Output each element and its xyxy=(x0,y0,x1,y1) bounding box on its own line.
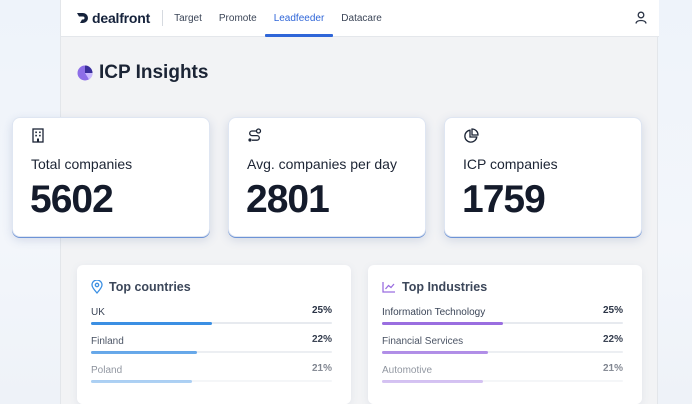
building-icon xyxy=(31,128,45,148)
list-item: UK 25% xyxy=(91,305,332,331)
progress-track xyxy=(91,379,332,383)
industry-name: Financial Services xyxy=(382,336,464,347)
industry-name: Information Technology xyxy=(382,307,486,318)
list-item: Poland 21% xyxy=(91,363,332,389)
industry-pct: 25% xyxy=(602,305,623,316)
top-countries-panel: Top countries UK 25% Finland 22% Poland … xyxy=(77,265,351,404)
top-countries-header: Top countries xyxy=(91,280,191,294)
progress-fill xyxy=(382,379,484,383)
tab-datacare[interactable]: Datacare xyxy=(341,12,382,24)
stat-label: Total companies xyxy=(31,156,133,172)
country-name: UK xyxy=(91,307,105,318)
stat-label: ICP companies xyxy=(463,156,558,172)
tab-leadfeeder[interactable]: Leadfeeder xyxy=(264,0,333,37)
industry-name: Automotive xyxy=(382,365,433,376)
progress-fill xyxy=(382,350,489,354)
location-pin-icon xyxy=(91,280,103,294)
progress-track xyxy=(91,350,332,354)
country-name: Poland xyxy=(91,365,123,376)
progress-fill xyxy=(91,350,198,354)
stat-card-icp-companies: ICP companies 1759 xyxy=(444,117,642,237)
page-title: ICP Insights xyxy=(99,62,209,83)
line-chart-icon xyxy=(382,282,395,293)
stat-value: 1759 xyxy=(462,178,546,221)
brand-name: dealfront xyxy=(92,10,151,26)
list-item: Information Technology 25% xyxy=(382,305,623,331)
user-icon[interactable] xyxy=(635,11,647,29)
route-icon xyxy=(247,128,262,148)
country-pct: 21% xyxy=(311,363,332,374)
dealfront-logo-icon xyxy=(77,13,88,23)
stat-card-avg-companies: Avg. companies per day 2801 xyxy=(228,117,426,237)
tab-target[interactable]: Target xyxy=(174,12,202,24)
top-navigation: dealfront Target Promote Leadfeeder Data… xyxy=(61,0,659,37)
list-item: Financial Services 22% xyxy=(382,334,623,360)
pie-chart-icon xyxy=(77,65,93,81)
pie-chart-outline-icon xyxy=(463,128,479,149)
progress-track xyxy=(91,321,332,325)
industry-pct: 21% xyxy=(602,363,623,374)
progress-track xyxy=(382,321,623,325)
progress-fill xyxy=(382,321,503,325)
page-header: ICP Insights xyxy=(77,62,208,84)
top-industries-header: Top Industries xyxy=(382,280,487,294)
top-industries-panel: Top Industries Information Technology 25… xyxy=(368,265,642,404)
stat-label: Avg. companies per day xyxy=(247,156,397,172)
progress-track xyxy=(382,350,623,354)
progress-fill xyxy=(91,321,212,325)
list-item: Automotive 21% xyxy=(382,363,623,389)
country-pct: 25% xyxy=(311,305,332,316)
nav-divider xyxy=(162,10,164,26)
brand-logo[interactable]: dealfront xyxy=(76,10,150,26)
stat-value: 5602 xyxy=(30,178,114,221)
progress-fill xyxy=(91,379,193,383)
tab-promote[interactable]: Promote xyxy=(218,12,257,24)
top-countries-title: Top countries xyxy=(109,280,191,294)
stat-value: 2801 xyxy=(246,178,330,221)
list-item: Finland 22% xyxy=(91,334,332,360)
country-pct: 22% xyxy=(311,334,332,345)
progress-track xyxy=(382,379,623,383)
top-industries-title: Top Industries xyxy=(402,280,488,294)
stat-card-total-companies: Total companies 5602 xyxy=(12,117,210,237)
country-name: Finland xyxy=(91,336,124,347)
industry-pct: 22% xyxy=(602,334,623,345)
